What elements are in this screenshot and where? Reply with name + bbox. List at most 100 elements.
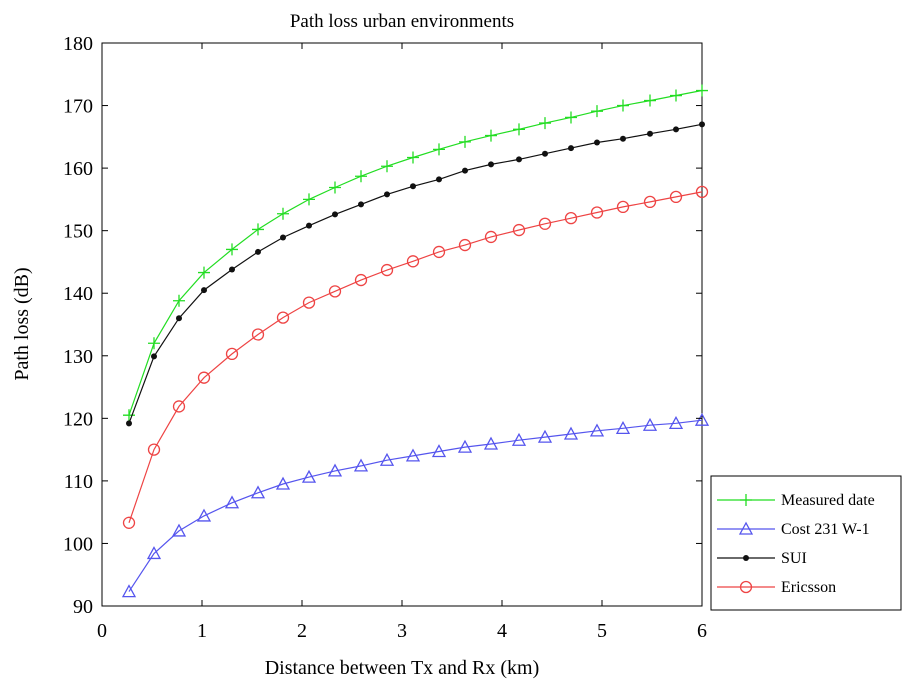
data-point — [483, 436, 499, 450]
data-point — [302, 296, 316, 309]
data-point — [513, 123, 525, 136]
data-point — [380, 263, 394, 277]
legend-marker — [743, 555, 749, 561]
data-point — [379, 452, 395, 466]
data-point — [225, 347, 239, 361]
y-tick-label: 180 — [63, 33, 93, 55]
y-tick-label: 130 — [63, 346, 93, 368]
legend-item: Ericsson — [717, 579, 836, 596]
data-point — [384, 191, 390, 198]
data-point — [172, 400, 186, 413]
data-point — [431, 444, 447, 458]
data-point — [457, 439, 473, 453]
data-point — [146, 546, 162, 560]
data-point — [485, 129, 497, 142]
x-tick-label: 4 — [497, 620, 507, 642]
data-point — [436, 176, 442, 183]
data-point — [565, 111, 577, 124]
data-point — [590, 206, 604, 219]
data-point — [511, 432, 527, 446]
data-point — [484, 230, 498, 244]
data-point — [148, 337, 160, 350]
data-point — [669, 190, 683, 204]
x-tick-label: 5 — [597, 620, 607, 642]
plot-area — [101, 42, 703, 607]
data-point — [328, 285, 342, 298]
x-tick-label: 2 — [297, 620, 307, 642]
data-point — [459, 135, 471, 148]
data-point — [696, 84, 708, 97]
y-tick-label: 140 — [63, 283, 93, 305]
chart-title: Path loss urban environments — [290, 11, 514, 32]
data-point — [643, 195, 657, 209]
data-point — [332, 211, 338, 218]
data-point — [123, 409, 135, 422]
data-point — [462, 167, 468, 174]
legend-item: Cost 231 W-1 — [717, 521, 870, 538]
data-point — [250, 485, 266, 499]
legend-marker — [738, 521, 754, 535]
data-point — [358, 201, 364, 208]
x-axis-label: Distance between Tx and Rx (km) — [265, 657, 540, 679]
y-tick-label: 110 — [64, 471, 93, 493]
data-point — [354, 273, 368, 287]
data-point — [147, 443, 161, 456]
data-point — [512, 223, 526, 237]
data-point — [196, 508, 212, 522]
data-point — [173, 294, 185, 307]
data-point — [126, 420, 132, 427]
data-point — [306, 222, 312, 229]
x-tick-label: 1 — [197, 620, 207, 642]
data-point — [668, 415, 684, 429]
data-point — [568, 145, 574, 152]
legend: Measured date Cost 231 W-1 SUI Ericsson — [710, 475, 902, 611]
data-point — [538, 217, 552, 230]
data-point — [405, 448, 421, 462]
series-2 — [126, 121, 705, 427]
legend-label: Ericsson — [781, 579, 836, 596]
data-point — [327, 463, 343, 477]
series-3 — [122, 185, 709, 529]
x-tick-label: 0 — [97, 620, 107, 642]
data-point — [542, 150, 548, 157]
data-point — [301, 469, 317, 483]
data-point — [539, 117, 551, 130]
data-point — [410, 183, 416, 190]
data-point — [644, 94, 656, 107]
series-layer — [121, 84, 710, 598]
data-point — [229, 266, 235, 273]
series-line — [128, 123, 703, 424]
data-point — [589, 423, 605, 437]
data-point — [252, 223, 264, 236]
data-point — [537, 429, 553, 443]
data-point — [694, 412, 710, 426]
data-point — [433, 143, 445, 156]
data-point — [695, 185, 709, 199]
data-point — [670, 89, 682, 102]
data-point — [594, 139, 600, 146]
data-point — [406, 255, 420, 268]
data-point — [171, 523, 187, 537]
data-point — [255, 248, 261, 255]
legend-label: SUI — [781, 550, 807, 567]
data-point — [615, 420, 631, 434]
data-point — [176, 315, 182, 322]
y-tick-label: 120 — [63, 408, 93, 430]
data-point — [353, 458, 369, 472]
data-point — [121, 584, 137, 598]
data-point — [303, 193, 315, 206]
data-point — [516, 156, 522, 163]
y-tick-label: 170 — [63, 96, 93, 118]
data-point — [432, 245, 446, 259]
series-1 — [121, 412, 710, 598]
data-point — [488, 161, 494, 168]
data-point — [277, 207, 289, 220]
legend-label: Cost 231 W-1 — [781, 521, 870, 538]
data-point — [329, 181, 341, 194]
data-point — [673, 126, 679, 133]
y-tick-label: 100 — [63, 533, 93, 555]
data-point — [642, 417, 658, 431]
tick-layer: 0 1 2 3 4 5 6 90 100 110 120 130 140 150 160 170 180 — [63, 33, 707, 642]
data-point — [564, 212, 578, 225]
